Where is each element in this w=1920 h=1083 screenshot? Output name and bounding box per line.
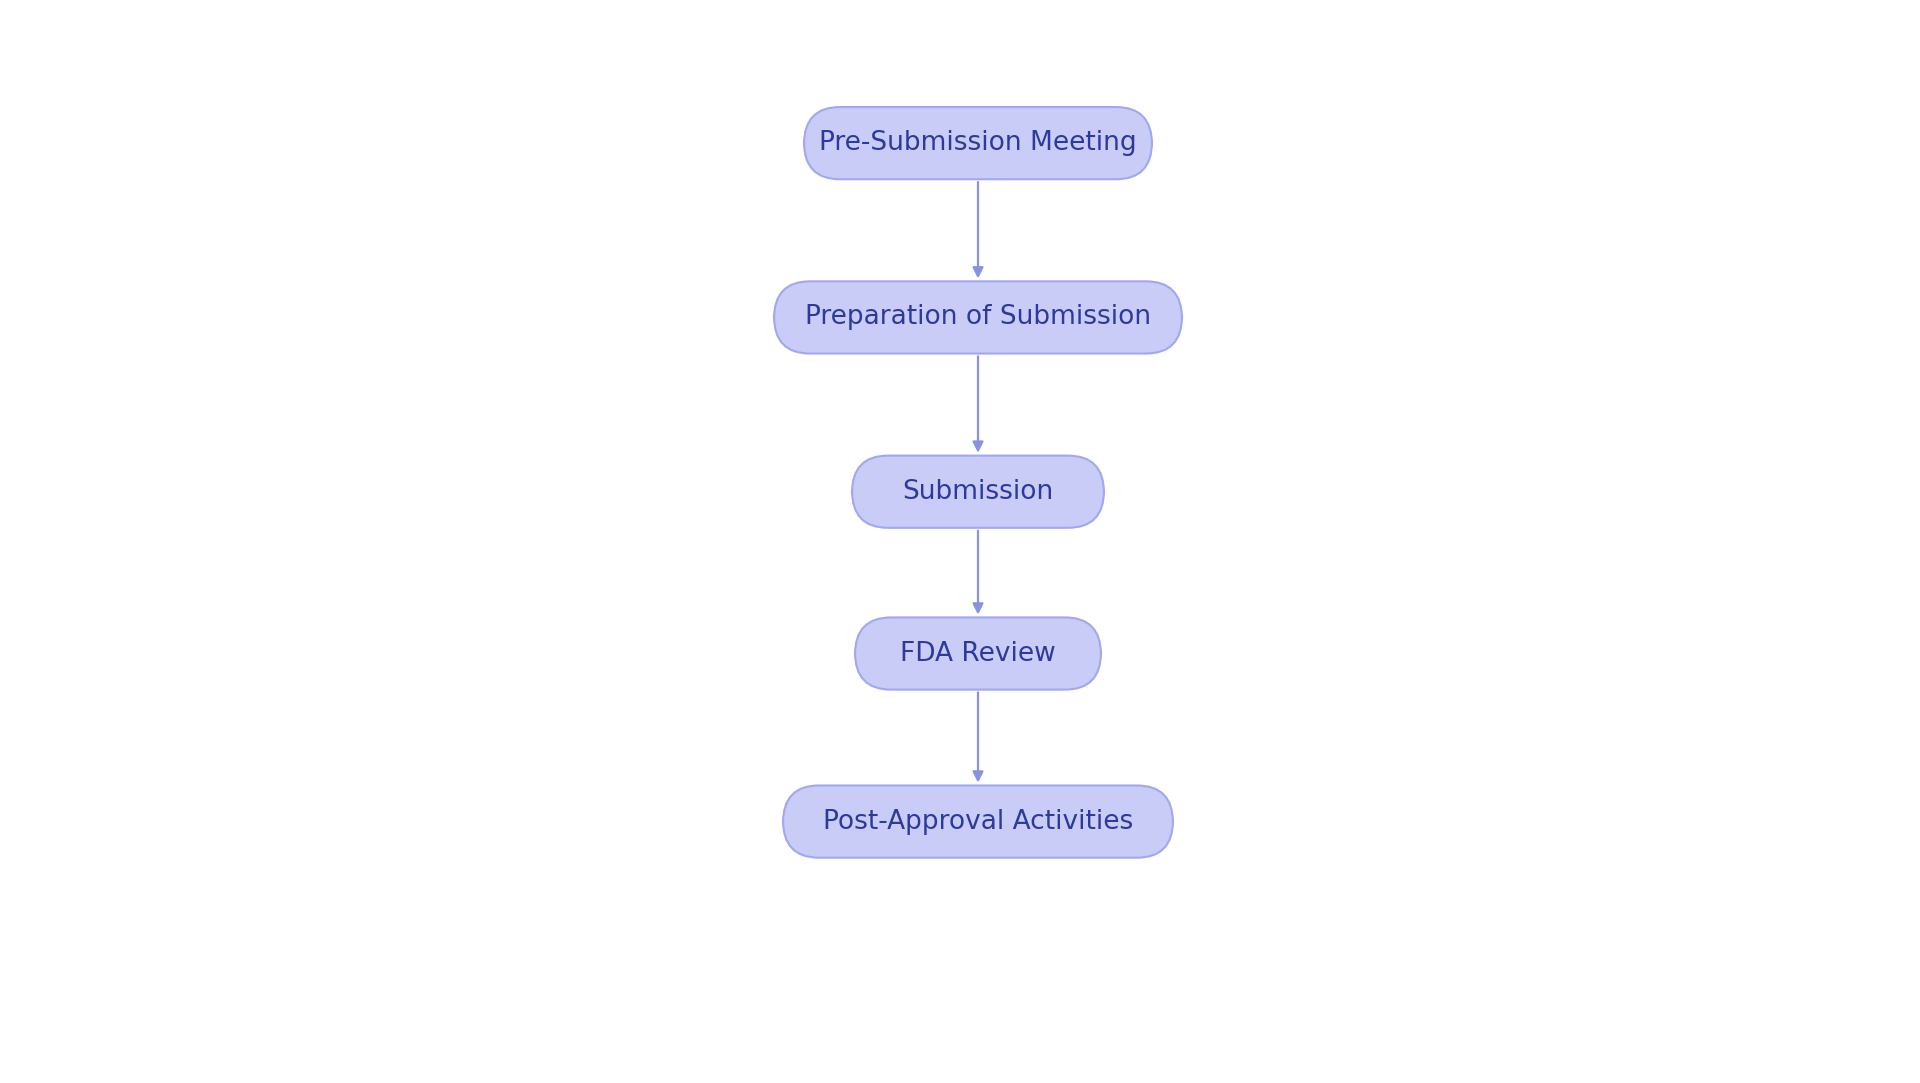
FancyBboxPatch shape	[854, 617, 1100, 690]
Text: Post-Approval Activities: Post-Approval Activities	[824, 809, 1133, 835]
Text: Submission: Submission	[902, 479, 1054, 505]
FancyBboxPatch shape	[852, 456, 1104, 527]
Text: Pre-Submission Meeting: Pre-Submission Meeting	[820, 130, 1137, 156]
FancyBboxPatch shape	[774, 282, 1183, 353]
Text: FDA Review: FDA Review	[900, 640, 1056, 666]
FancyBboxPatch shape	[783, 785, 1173, 858]
Text: Preparation of Submission: Preparation of Submission	[804, 304, 1152, 330]
FancyBboxPatch shape	[804, 107, 1152, 180]
